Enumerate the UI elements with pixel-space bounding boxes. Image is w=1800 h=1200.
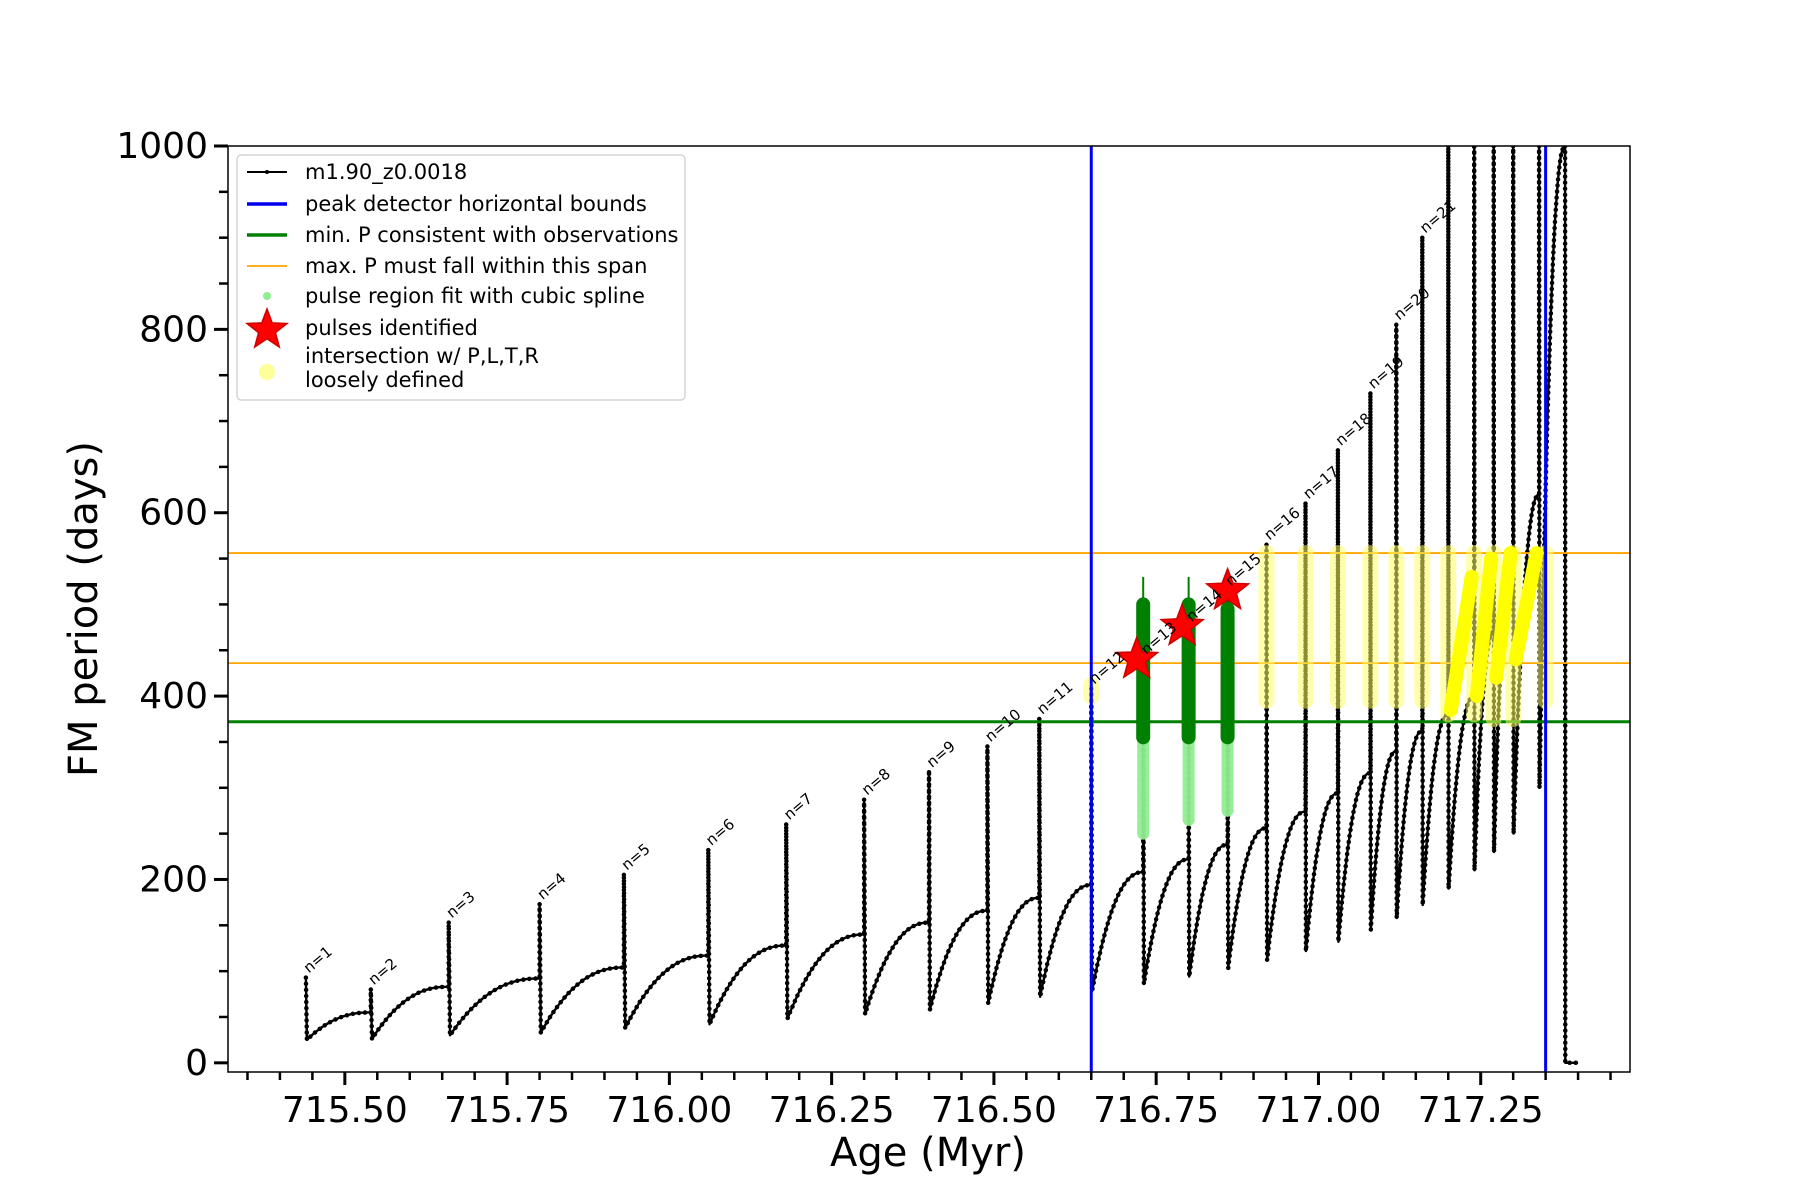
x-tick-label-1: 715.50: [282, 1090, 408, 1131]
x-tick-label-2: 715.75: [444, 1090, 570, 1131]
y-tick-label-5: 800: [139, 309, 208, 350]
y-tick-label-3: 400: [139, 676, 208, 717]
x-tick-label-5: 716.50: [931, 1090, 1057, 1131]
intersection-band-3: [1489, 546, 1518, 685]
x-tick-label-7: 717.00: [1255, 1090, 1381, 1131]
intersection-band-2: [1469, 551, 1499, 704]
legend-label-1: m1.90_z0.0018: [305, 160, 467, 185]
model-curve-markers: [303, 146, 1581, 1066]
legend-swatch-7: [259, 364, 275, 380]
y-tick-label-4: 600: [139, 493, 208, 534]
x-tick-label-8: 717.25: [1418, 1090, 1544, 1131]
pulse-star-1: [1113, 635, 1160, 679]
x-tick-label-3: 716.00: [606, 1090, 732, 1131]
pulse-star-3: [1204, 566, 1251, 611]
legend-label-5: pulse region fit with cubic spline: [305, 284, 645, 308]
y-tick-label-1: 0: [185, 1043, 208, 1084]
plot-layer: [228, 146, 1630, 1072]
x-tick-label-6: 716.75: [1093, 1090, 1219, 1131]
axes: 715.50 715.75 716.00 716.25 716.50 716.75 717.…: [116, 126, 1612, 1131]
legend-label-6: pulses identified: [305, 316, 478, 340]
legend-box: [236, 154, 686, 401]
legend-label-3: min. P consistent with observations: [305, 223, 678, 247]
legend-label-7-line2: loosely defined: [305, 368, 464, 392]
legend-swatch-6: [244, 306, 290, 349]
y-axis-title: FM period (days): [61, 441, 107, 777]
intersection-band-4: [1508, 546, 1544, 667]
legend-swatch-5: [263, 292, 271, 300]
intersection-band-1: [1443, 569, 1479, 717]
legend-label-7: intersection w/ P,L,T,R: [305, 344, 539, 368]
legend-swatch-dot-1: [265, 170, 269, 174]
y-tick-label-2: 200: [139, 859, 208, 900]
x-axis-title: Age (Myr): [830, 1130, 1026, 1176]
pulse-star-2: [1159, 602, 1206, 646]
x-tick-label-4: 716.25: [769, 1090, 895, 1131]
legend-label-2: peak detector horizontal bounds: [305, 192, 647, 216]
y-tick-label-6: 1000: [116, 126, 208, 167]
legend-label-4: max. P must fall within this span: [305, 254, 647, 278]
